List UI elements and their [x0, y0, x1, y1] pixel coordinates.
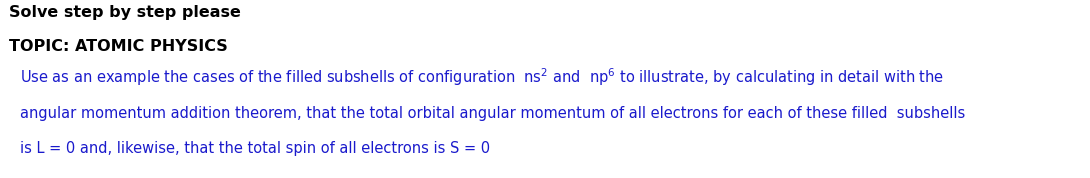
Text: is L = 0 and, likewise, that the total spin of all electrons is S = 0: is L = 0 and, likewise, that the total s… [20, 141, 489, 156]
Text: Use as an example the cases of the filled subshells of configuration  $\mathregu: Use as an example the cases of the fille… [20, 67, 944, 88]
Text: Solve step by step please: Solve step by step please [9, 5, 241, 20]
Text: angular momentum addition theorem, that the total orbital angular momentum of al: angular momentum addition theorem, that … [20, 106, 965, 121]
Text: TOPIC: ATOMIC PHYSICS: TOPIC: ATOMIC PHYSICS [9, 39, 228, 54]
